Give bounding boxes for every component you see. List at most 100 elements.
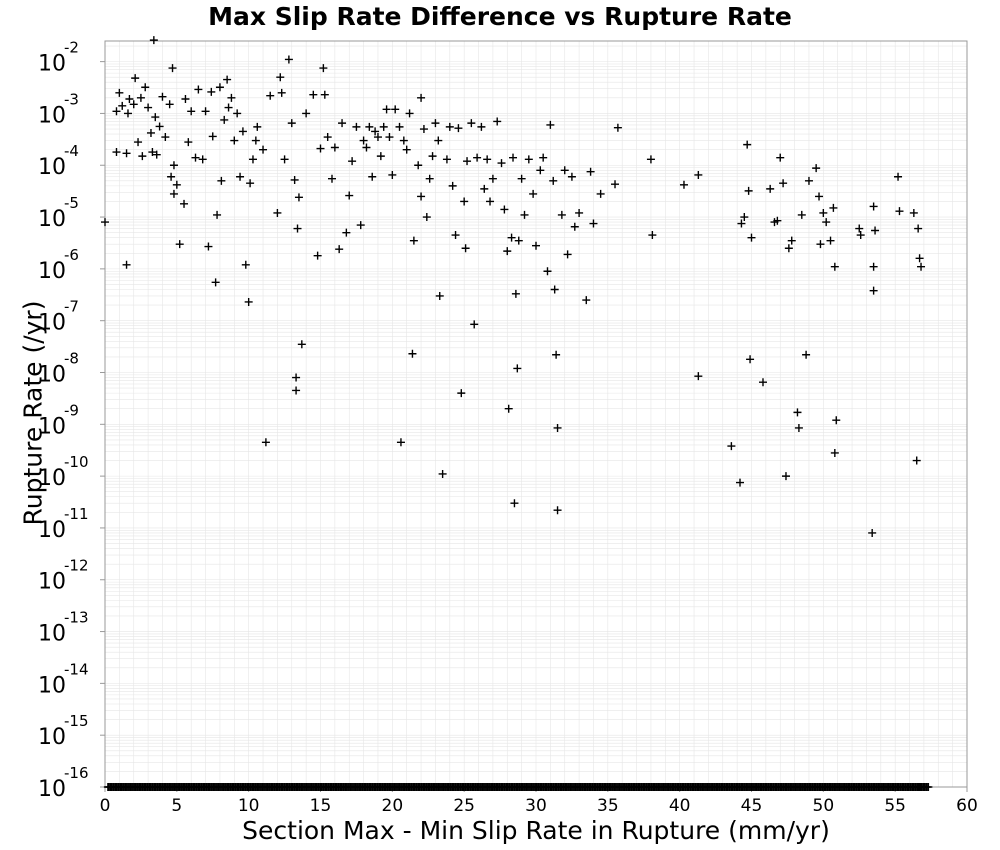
- y-tick-label: 10-8: [38, 349, 79, 387]
- y-tick-base: 10: [38, 466, 66, 491]
- data-point: [480, 184, 489, 193]
- y-tick-base: 10: [38, 725, 66, 750]
- data-point: [830, 262, 839, 271]
- data-point: [504, 404, 513, 413]
- data-point: [376, 152, 385, 161]
- data-point: [208, 132, 217, 141]
- data-point: [488, 174, 497, 183]
- data-point: [276, 73, 285, 82]
- data-point: [550, 285, 559, 294]
- data-point: [211, 278, 220, 287]
- data-point: [509, 153, 518, 162]
- data-point: [422, 213, 431, 222]
- data-point: [201, 107, 210, 116]
- data-point: [463, 157, 472, 166]
- x-tick-label: 10: [238, 796, 260, 816]
- data-point: [141, 83, 150, 92]
- data-point: [553, 506, 562, 515]
- data-point: [149, 36, 158, 45]
- x-tick-label: 15: [310, 796, 332, 816]
- data-point: [408, 349, 417, 358]
- data-point: [784, 244, 793, 253]
- data-point: [445, 122, 454, 131]
- data-point: [776, 153, 785, 162]
- data-point: [273, 208, 282, 217]
- data-point: [797, 210, 806, 219]
- y-tick-label: 10-14: [38, 660, 89, 698]
- data-point: [309, 90, 318, 99]
- data-point: [736, 478, 745, 487]
- y-tick-base: 10: [38, 155, 66, 180]
- data-point: [766, 184, 775, 193]
- data-point: [362, 143, 371, 152]
- y-tick-base: 10: [38, 622, 66, 647]
- data-point: [316, 144, 325, 153]
- data-point: [359, 136, 368, 145]
- y-tick-label: 10-6: [38, 246, 79, 284]
- data-point: [727, 442, 736, 451]
- data-point: [345, 191, 354, 200]
- y-tick-exponent: -13: [64, 609, 89, 627]
- data-point: [236, 172, 245, 181]
- data-point: [220, 115, 229, 124]
- data-point: [409, 236, 418, 245]
- data-point: [816, 240, 825, 249]
- data-point: [779, 179, 788, 188]
- y-tick-exponent: -4: [64, 142, 79, 160]
- y-tick-base: 10: [38, 518, 66, 543]
- data-point: [740, 213, 749, 222]
- data-point: [438, 469, 447, 478]
- data-point: [280, 155, 289, 164]
- data-point: [454, 124, 463, 133]
- data-point: [292, 386, 301, 395]
- y-tick-base: 10: [38, 570, 66, 595]
- y-tick-base: 10: [38, 777, 66, 802]
- y-tick-exponent: -16: [64, 764, 89, 782]
- data-point: [138, 152, 147, 161]
- data-point: [457, 389, 466, 398]
- data-point: [233, 109, 242, 118]
- data-point: [213, 210, 222, 219]
- data-point: [134, 138, 143, 147]
- data-point: [744, 186, 753, 195]
- data-point: [155, 122, 164, 131]
- data-point: [187, 107, 196, 116]
- data-point: [395, 122, 404, 131]
- x-tick-label: 40: [669, 796, 691, 816]
- data-point: [287, 119, 296, 128]
- x-tick-label: 5: [171, 796, 182, 816]
- data-point: [589, 219, 598, 228]
- data-point: [323, 133, 332, 142]
- data-point: [112, 148, 121, 157]
- data-point: [368, 172, 377, 181]
- data-point: [118, 101, 127, 110]
- data-point: [112, 107, 121, 116]
- data-point: [546, 120, 555, 129]
- data-point: [747, 233, 756, 242]
- data-point: [146, 128, 155, 137]
- data-point: [773, 216, 782, 225]
- y-tick-base: 10: [38, 673, 66, 698]
- data-point: [365, 122, 374, 131]
- data-point: [379, 122, 388, 131]
- data-point: [136, 93, 145, 102]
- data-point: [830, 448, 839, 457]
- data-point: [467, 119, 476, 128]
- data-point: [180, 199, 189, 208]
- x-axis-ticks: 0 5 10 15 20 25 30 35 40 45 50 55 60: [100, 787, 978, 816]
- data-point: [586, 167, 595, 176]
- data-point: [227, 93, 236, 102]
- data-point: [909, 208, 918, 217]
- data-point: [582, 296, 591, 305]
- data-point: [679, 180, 688, 189]
- data-point: [223, 75, 232, 84]
- data-point: [294, 193, 303, 202]
- y-tick-base: 10: [38, 207, 66, 232]
- y-tick-exponent: -2: [64, 39, 79, 57]
- data-point: [549, 176, 558, 185]
- x-tick-label: 35: [597, 796, 619, 816]
- data-point: [510, 499, 519, 508]
- data-point: [129, 100, 138, 109]
- data-point: [435, 291, 444, 300]
